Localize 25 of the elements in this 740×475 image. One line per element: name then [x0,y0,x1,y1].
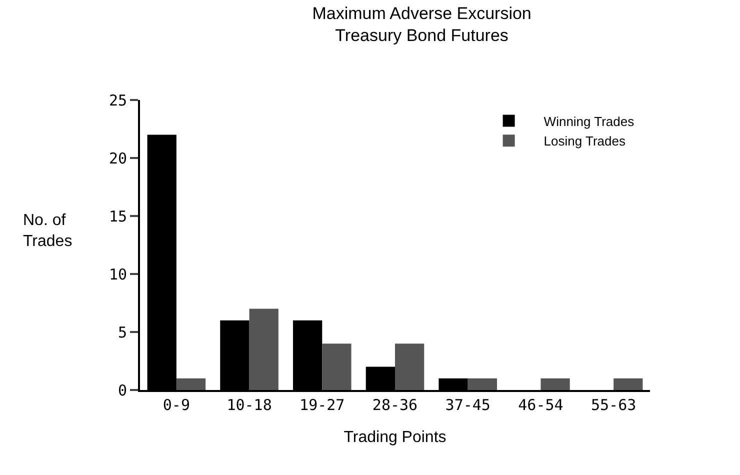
bar [395,344,424,390]
y-tick-label: 15 [108,207,127,226]
x-tick-label: 10-18 [226,396,272,414]
y-tick-label: 0 [118,381,127,400]
chart-title: Maximum Adverse Excursion Treasury Bond Futures [312,4,532,46]
legend-label: Losing Trades [544,134,626,149]
bar [322,344,352,390]
y-tick-label: 20 [108,149,127,168]
x-tick-label: 37-45 [445,396,490,414]
x-axis-title: Trading Points [344,429,446,446]
x-tick-label: 19-27 [300,396,345,414]
bar [614,378,643,390]
y-tick-label: 10 [108,265,127,284]
x-tick-label: 0-9 [162,396,190,414]
bar [249,308,278,390]
y-tick-label: 25 [108,91,127,110]
x-tick-label: 28-36 [372,396,418,414]
x-tick-label: 55-63 [590,396,636,414]
y-tick-label: 5 [118,323,127,342]
legend-label: Winning Trades [544,114,635,129]
bar [540,378,570,390]
bar [468,378,497,390]
x-tick-label: 46-54 [518,396,564,414]
y-axis-title: No. of Trades [23,212,72,250]
bar [176,378,206,390]
